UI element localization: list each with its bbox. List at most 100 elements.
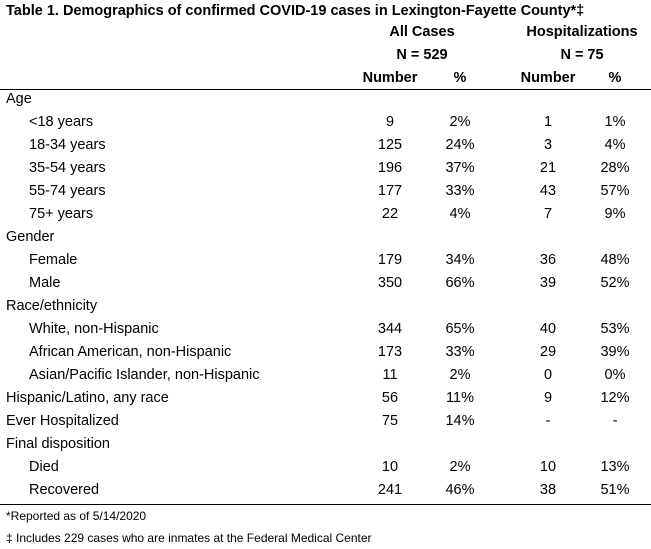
cell-pct-hosp: 39% [600, 344, 630, 360]
table-row-category: Final disposition [0, 433, 651, 456]
col-header-pct-all: % [453, 70, 467, 86]
table-row: 35-54 years 196 37% 21 28% [0, 157, 651, 180]
row-label: 55-74 years [29, 183, 106, 199]
cell-number-hosp: 3 [543, 137, 553, 153]
cell-number-hosp: 10 [539, 459, 557, 475]
row-label: White, non-Hispanic [29, 321, 159, 337]
cell-pct-all: 2% [449, 459, 471, 475]
table-row: Male 350 66% 39 52% [0, 272, 651, 295]
cell-pct-all: 14% [445, 413, 475, 429]
row-label: 18-34 years [29, 137, 106, 153]
cell-number-all: 344 [377, 321, 403, 337]
col-header-number-all: Number [362, 70, 418, 86]
cell-pct-all: 33% [445, 183, 475, 199]
cell-number-all: 179 [377, 252, 403, 268]
cell-pct-all: 2% [449, 367, 471, 383]
cell-number-all: 125 [377, 137, 403, 153]
table-row-category: Gender [0, 226, 651, 249]
cell-number-all: 75 [381, 413, 399, 429]
header-all-cases-n: N = 529 [396, 47, 448, 63]
cell-pct-all: 11% [446, 390, 474, 406]
footer-divider [0, 504, 651, 505]
cell-number-all: 9 [385, 114, 395, 130]
row-label: Female [29, 252, 78, 268]
row-label: Asian/Pacific Islander, non-Hispanic [29, 367, 260, 383]
table-row-category: Ever Hospitalized 75 14% - - [0, 410, 651, 433]
row-label: <18 years [29, 114, 94, 130]
table-body: Age <18 years 9 2% 1 1% 18-34 years 125 24% 3 4% 35… [0, 88, 651, 502]
cell-pct-hosp: 28% [600, 160, 630, 176]
cell-pct-all: 65% [445, 321, 475, 337]
cell-number-all: 22 [381, 206, 399, 222]
table-row: 55-74 years 177 33% 43 57% [0, 180, 651, 203]
cell-pct-hosp: 13% [600, 459, 630, 475]
cell-number-hosp: - [545, 413, 551, 429]
cell-number-hosp: 29 [539, 344, 557, 360]
cell-number-all: 350 [377, 275, 403, 291]
cell-pct-hosp: 4% [604, 137, 626, 153]
table-row: Died 10 2% 10 13% [0, 456, 651, 479]
col-header-pct-hosp: % [608, 70, 622, 86]
cell-number-hosp: 43 [539, 183, 557, 199]
table-row: Female 179 34% 36 48% [0, 249, 651, 272]
row-label: 75+ years [29, 206, 94, 222]
header-divider [0, 89, 651, 90]
cell-pct-all: 4% [449, 206, 471, 222]
table-title: Table 1. Demographics of confirmed COVID… [6, 3, 585, 19]
header-all-cases: All Cases [389, 24, 455, 40]
cell-pct-hosp: 48% [600, 252, 630, 268]
cell-number-hosp: 0 [543, 367, 553, 383]
cell-number-all: 241 [377, 482, 403, 498]
row-label: Male [29, 275, 61, 291]
cell-pct-hosp: 12% [600, 390, 630, 406]
table-row: <18 years 9 2% 1 1% [0, 111, 651, 134]
footnote-reported: *Reported as of 5/14/2020 [6, 509, 147, 523]
cell-number-all: 10 [381, 459, 399, 475]
cell-number-hosp: 7 [543, 206, 553, 222]
table-row-category: Age [0, 88, 651, 111]
cell-pct-hosp: 9% [604, 206, 626, 222]
row-label: Ever Hospitalized [6, 413, 119, 429]
row-label: Died [29, 459, 59, 475]
cell-pct-all: 66% [445, 275, 475, 291]
table-row: Asian/Pacific Islander, non-Hispanic 11 2%… [0, 364, 651, 387]
row-label: Gender [6, 229, 55, 245]
cell-number-hosp: 1 [543, 114, 553, 130]
header-hospitalizations: Hospitalizations [526, 24, 638, 40]
table-row: Recovered 241 46% 38 51% [0, 479, 651, 502]
cell-number-hosp: 21 [539, 160, 557, 176]
cell-number-all: 56 [381, 390, 399, 406]
cell-number-hosp: 39 [539, 275, 557, 291]
col-header-number-hosp: Number [520, 70, 576, 86]
row-label: Race/ethnicity [6, 298, 98, 314]
cell-pct-all: 2% [449, 114, 471, 130]
cell-number-hosp: 38 [539, 482, 557, 498]
cell-pct-hosp: 51% [600, 482, 630, 498]
table-row: 75+ years 22 4% 7 9% [0, 203, 651, 226]
cell-pct-all: 34% [445, 252, 475, 268]
cell-number-all: 11 [382, 367, 398, 383]
cell-pct-hosp: - [612, 413, 618, 429]
cell-pct-hosp: 0% [604, 367, 626, 383]
cell-pct-hosp: 1% [604, 114, 626, 130]
cell-pct-all: 37% [445, 160, 475, 176]
cell-number-hosp: 9 [543, 390, 553, 406]
cell-number-all: 196 [377, 160, 403, 176]
cell-number-hosp: 40 [539, 321, 557, 337]
table-row: African American, non-Hispanic 173 33% 29 39… [0, 341, 651, 364]
cell-pct-hosp: 52% [600, 275, 630, 291]
cell-pct-all: 46% [445, 482, 475, 498]
cell-pct-all: 24% [445, 137, 475, 153]
row-label: Final disposition [6, 436, 110, 452]
table-row-category: Race/ethnicity [0, 295, 651, 318]
cell-number-hosp: 36 [539, 252, 557, 268]
table-row: White, non-Hispanic 344 65% 40 53% [0, 318, 651, 341]
row-label: Hispanic/Latino, any race [6, 390, 169, 406]
cell-number-all: 177 [377, 183, 403, 199]
row-label: African American, non-Hispanic [29, 344, 232, 360]
cell-pct-hosp: 53% [600, 321, 630, 337]
row-label: 35-54 years [29, 160, 106, 176]
table-row-category: Hispanic/Latino, any race 56 11% 9 12% [0, 387, 651, 410]
cell-pct-hosp: 57% [600, 183, 630, 199]
table-row: 18-34 years 125 24% 3 4% [0, 134, 651, 157]
